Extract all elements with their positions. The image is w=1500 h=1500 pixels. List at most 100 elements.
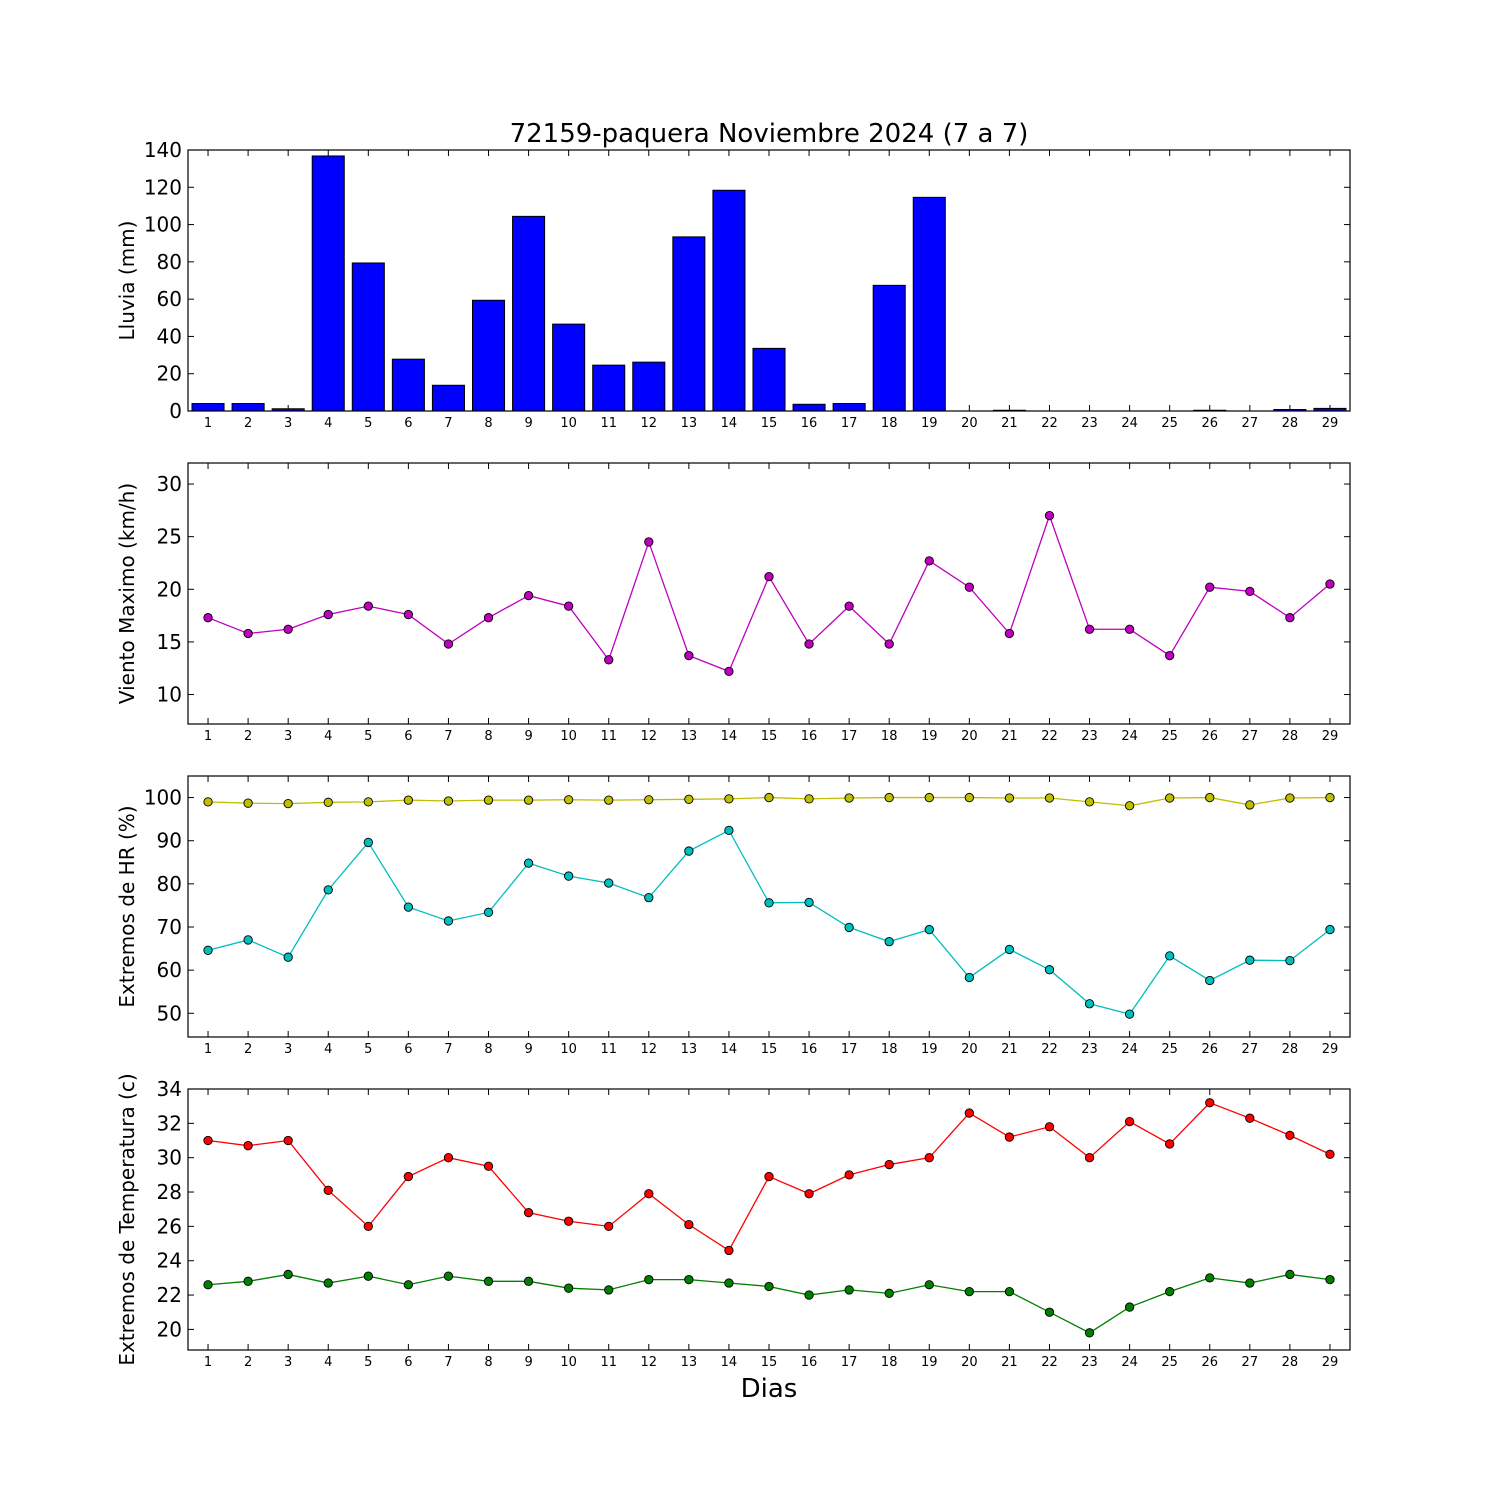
wind-point [203, 613, 213, 623]
humidity-point [1285, 955, 1295, 966]
rain-x-tick-label: 10 [560, 416, 577, 431]
rain-bar [391, 358, 425, 412]
wind-x-tick-label: 3 [284, 729, 292, 744]
humidity-point [644, 795, 654, 805]
temperature-point [804, 1290, 814, 1300]
humidity-point [764, 792, 774, 803]
rain-bar [552, 323, 586, 412]
humidity-x-tick-label: 13 [681, 1042, 698, 1057]
wind-x-tick-label: 21 [1001, 729, 1018, 744]
rain-bar [912, 196, 946, 412]
humidity-point [884, 937, 894, 947]
wind-point [884, 639, 894, 649]
wind-point [1084, 624, 1095, 634]
rain-x-tick-label: 22 [1041, 416, 1058, 431]
humidity-point [924, 924, 934, 935]
rain-x-tick-label: 19 [921, 416, 938, 431]
humidity-x-tick-label: 6 [404, 1042, 412, 1057]
humidity-point [1325, 792, 1335, 803]
temperature-y-tick-label: 24 [157, 1249, 182, 1273]
temperature-x-tick-label: 21 [1001, 1355, 1018, 1370]
wind-x-tick-label: 5 [364, 729, 372, 744]
humidity-point [764, 898, 774, 908]
temperature-x-tick-label: 23 [1081, 1355, 1098, 1370]
rain-x-tick-label: 21 [1001, 416, 1018, 431]
humidity-point [203, 797, 213, 807]
temperature-point [644, 1274, 654, 1285]
rain-x-tick-label: 18 [881, 416, 898, 431]
rain-bar [512, 215, 546, 412]
humidity-x-tick-label: 11 [600, 1042, 617, 1057]
temperature-x-tick-label: 24 [1121, 1355, 1138, 1370]
temperature-x-tick-label: 16 [801, 1355, 818, 1370]
temperature-x-tick-label: 17 [841, 1355, 858, 1370]
wind-x-tick-label: 23 [1081, 729, 1098, 744]
rain-x-tick-label: 6 [404, 416, 412, 431]
temperature-point [403, 1171, 414, 1182]
temperature-point [1205, 1273, 1215, 1283]
temperature-point [964, 1108, 974, 1118]
humidity-point [684, 794, 694, 804]
humidity-y-tick-label: 100 [144, 786, 182, 810]
humidity-point [1245, 955, 1255, 965]
temperature-point [323, 1278, 333, 1288]
humidity-x-tick-label: 4 [324, 1042, 332, 1057]
humidity-point [1124, 801, 1135, 811]
humidity-x-tick-label: 23 [1081, 1042, 1098, 1057]
rain-x-tick-label: 28 [1282, 416, 1299, 431]
rain-bar [712, 189, 746, 412]
wind-point [243, 628, 253, 639]
temperature-point [1044, 1307, 1055, 1317]
wind-x-tick-label: 4 [324, 729, 332, 744]
humidity-x-tick-label: 18 [881, 1042, 898, 1057]
rain-y-tick-label: 120 [144, 175, 182, 199]
rain-bar [672, 236, 706, 412]
chart-title: 72159-paquera Noviembre 2024 (7 a 7) [510, 119, 1029, 149]
temperature-point [684, 1220, 694, 1230]
humidity-point [884, 792, 894, 803]
humidity-point [724, 825, 734, 836]
temperature-point [924, 1280, 934, 1290]
humidity-x-tick-label: 26 [1201, 1042, 1218, 1057]
humidity-point [243, 935, 253, 945]
humidity-point [1004, 944, 1015, 955]
temperature-point [1124, 1116, 1135, 1127]
humidity-point [684, 846, 694, 856]
humidity-x-tick-label: 5 [364, 1042, 372, 1057]
temperature-x-tick-label: 12 [641, 1355, 658, 1370]
humidity-x-tick-label: 22 [1041, 1042, 1058, 1057]
temperature-point [764, 1171, 774, 1182]
temperature-y-tick-label: 30 [157, 1146, 182, 1170]
temperature-x-tick-label: 3 [284, 1355, 292, 1370]
humidity-point [1084, 999, 1095, 1009]
rain-x-tick-label: 20 [961, 416, 978, 431]
temperature-y-tick-label: 28 [157, 1180, 182, 1204]
humidity-point [1165, 951, 1175, 961]
humidity-point [323, 885, 333, 895]
rain-x-tick-label: 13 [681, 416, 698, 431]
rain-y-tick-label: 0 [169, 399, 182, 423]
rain-y-tick-label: 20 [157, 362, 182, 386]
humidity-point [1004, 793, 1015, 803]
temperature-point [924, 1153, 934, 1163]
wind-y-tick-label: 20 [157, 577, 182, 601]
humidity-point [483, 795, 494, 805]
rain-x-tick-label: 26 [1201, 416, 1218, 431]
wind-x-tick-label: 11 [600, 729, 617, 744]
rain-x-tick-label: 9 [524, 416, 532, 431]
temperature-plot-frame [187, 1088, 1351, 1351]
humidity-point [964, 792, 974, 803]
wind-x-tick-label: 18 [881, 729, 898, 744]
wind-point [403, 609, 414, 620]
temperature-point [323, 1185, 333, 1195]
temperature-point [243, 1276, 253, 1286]
humidity-point [1205, 792, 1215, 803]
temperature-x-tick-label: 28 [1282, 1355, 1299, 1370]
temperature-point [1004, 1132, 1015, 1142]
rain-y-tick-label: 60 [157, 287, 182, 311]
rain-bar [311, 155, 345, 412]
humidity-point [1285, 793, 1295, 803]
rain-x-tick-label: 16 [801, 416, 818, 431]
